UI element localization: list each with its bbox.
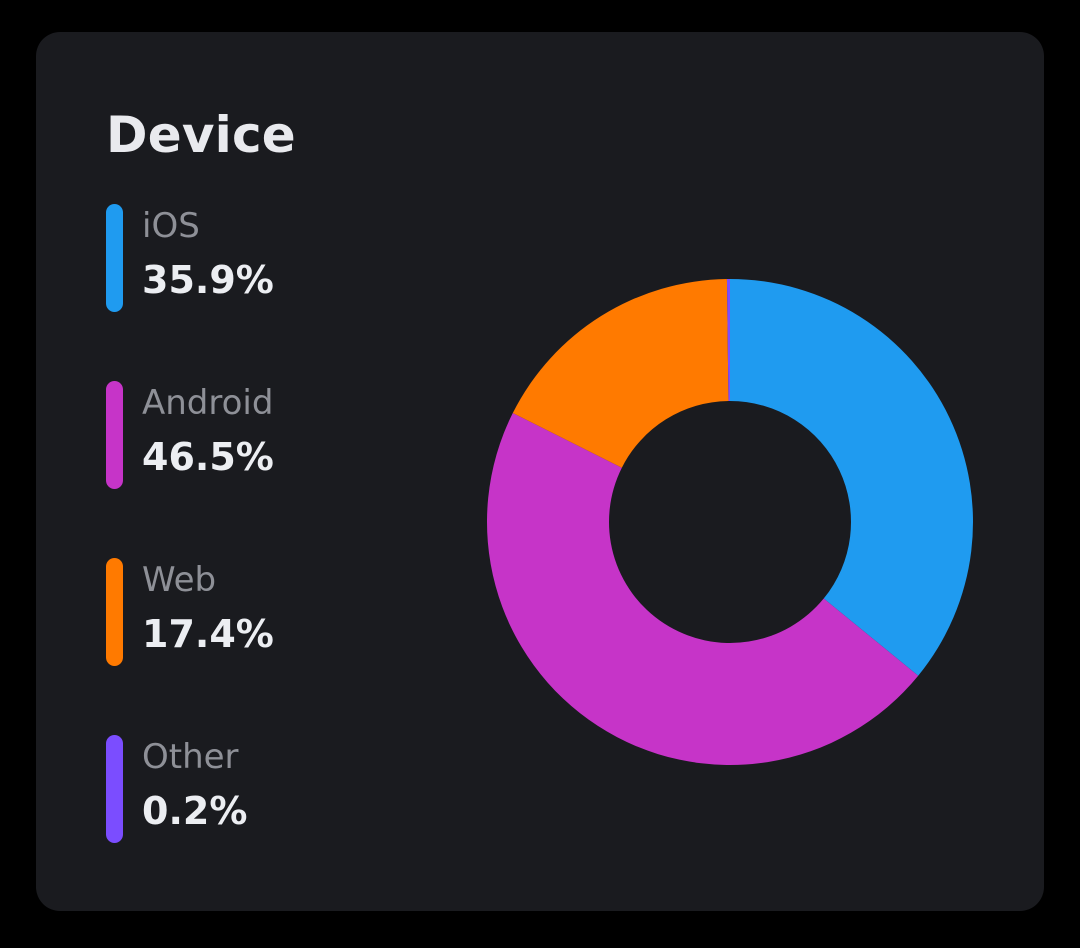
legend-value-ios: 35.9% bbox=[142, 258, 274, 302]
legend-value-other: 0.2% bbox=[142, 789, 248, 833]
donut-slice-ios bbox=[730, 279, 973, 676]
legend-swatch-other bbox=[106, 735, 123, 843]
legend-item-android: Android 46.5% bbox=[106, 381, 466, 489]
legend-label-android: Android bbox=[142, 383, 274, 423]
legend-swatch-android bbox=[106, 381, 123, 489]
legend-value-web: 17.4% bbox=[142, 612, 274, 656]
legend-value-android: 46.5% bbox=[142, 435, 274, 479]
legend-item-ios: iOS 35.9% bbox=[106, 204, 466, 312]
legend-label-web: Web bbox=[142, 560, 217, 600]
device-card: Device iOS 35.9% Android 46.5% Web 17.4%… bbox=[36, 32, 1044, 911]
legend-item-web: Web 17.4% bbox=[106, 558, 466, 666]
card-title: Device bbox=[106, 106, 296, 164]
legend-swatch-web bbox=[106, 558, 123, 666]
legend-label-ios: iOS bbox=[142, 206, 200, 246]
legend-item-other: Other 0.2% bbox=[106, 735, 466, 843]
device-donut-chart bbox=[487, 279, 973, 765]
donut-slice-android bbox=[487, 413, 919, 765]
donut-slice-other bbox=[726, 279, 730, 402]
legend-swatch-ios bbox=[106, 204, 123, 312]
legend-label-other: Other bbox=[142, 737, 239, 777]
donut-slice-web bbox=[512, 279, 729, 468]
